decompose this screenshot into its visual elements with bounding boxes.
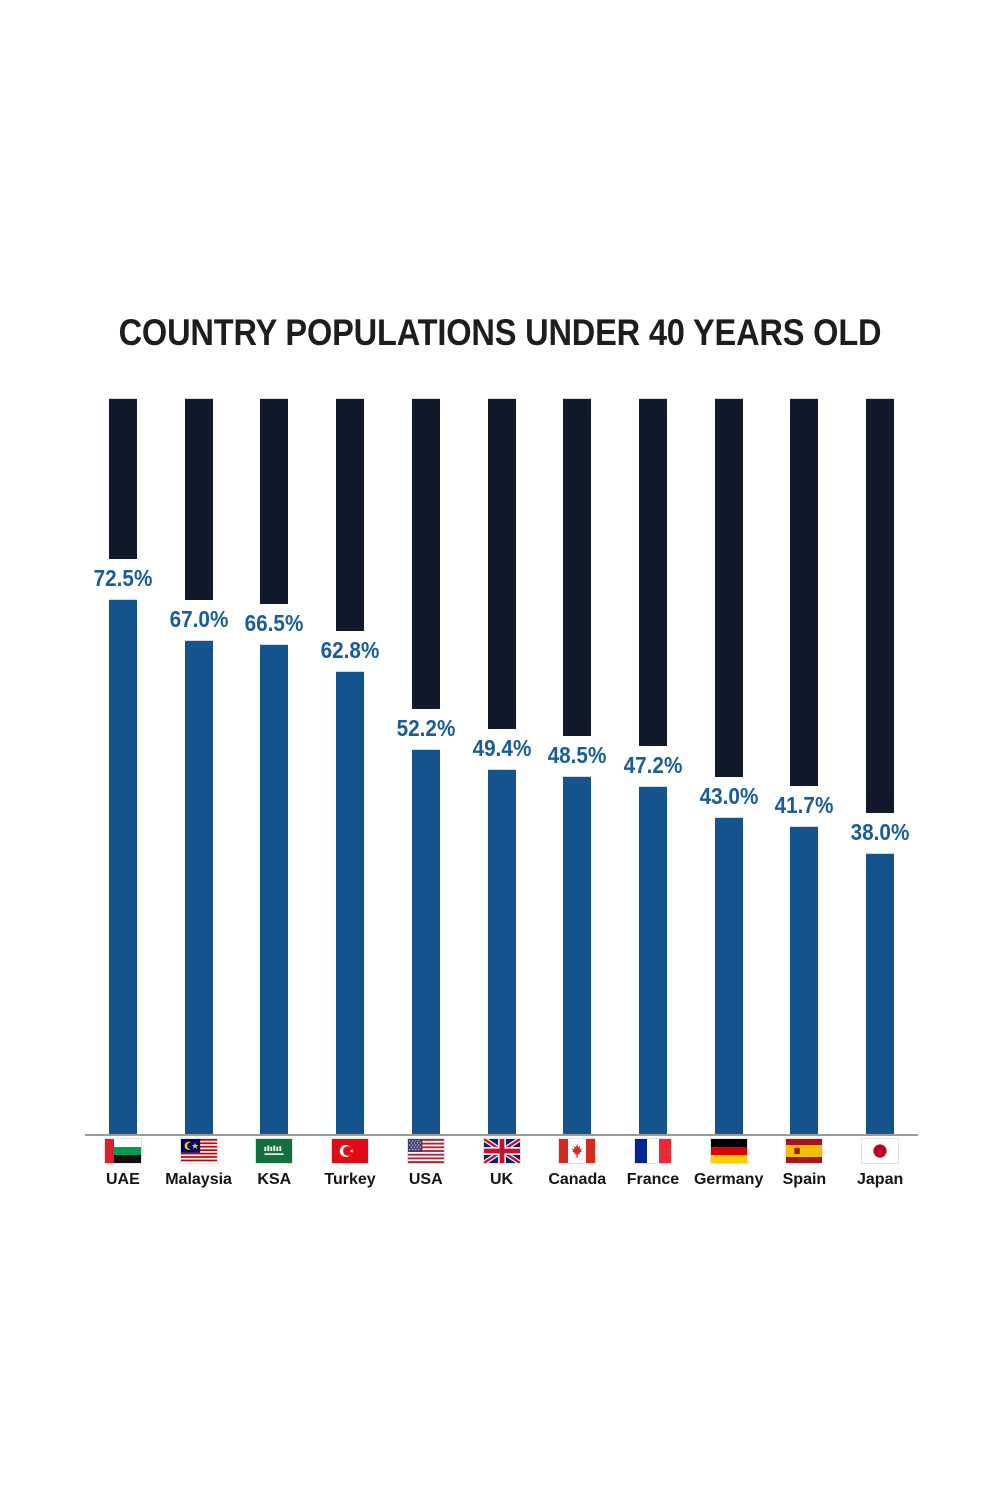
category-item-uk[interactable]: UK: [457, 1138, 547, 1189]
category-label: USA: [408, 1171, 443, 1188]
bar-segment-lower[interactable]: [487, 769, 516, 1134]
bar-segment-lower[interactable]: [714, 816, 743, 1134]
category-item-germany[interactable]: Germany: [684, 1138, 774, 1189]
bar-group: 43.0%: [699, 398, 758, 1134]
category-item-usa[interactable]: USA: [381, 1138, 471, 1189]
category-item-france[interactable]: France: [608, 1138, 698, 1189]
flag-ksa-icon: [255, 1138, 294, 1164]
bar-value-label: 62.8%: [320, 636, 380, 663]
bar-segment-upper[interactable]: [487, 398, 516, 730]
bar-segment-lower[interactable]: [790, 826, 819, 1134]
bar-group: 41.7%: [775, 398, 834, 1134]
bar-value-label: 43.0%: [699, 782, 759, 809]
flag-turkey-icon: [331, 1138, 370, 1164]
category-item-spain[interactable]: Spain: [759, 1138, 849, 1189]
bar-group: 52.2%: [396, 398, 455, 1134]
bar-segment-upper[interactable]: [184, 398, 213, 600]
bar-group: 48.5%: [548, 398, 607, 1134]
bar-group: 66.5%: [245, 398, 304, 1134]
bar-value-label: 41.7%: [775, 792, 834, 819]
category-item-malaysia[interactable]: Malaysia: [154, 1138, 244, 1189]
category-item-canada[interactable]: Canada: [532, 1138, 622, 1189]
bar-segment-upper[interactable]: [336, 398, 365, 631]
category-label: Germany: [693, 1171, 764, 1188]
flag-uae-icon: [103, 1138, 142, 1164]
plot-area: 72.5% 67.0% 66.5% 62.8% 52.2% 49.4% 48.5% 47.2%…: [85, 390, 918, 1136]
bar-value-label: 52.2%: [396, 714, 456, 741]
bar-segment-lower[interactable]: [638, 785, 667, 1134]
bar-segment-upper[interactable]: [108, 398, 137, 560]
category-item-uae[interactable]: UAE: [78, 1138, 168, 1189]
category-label: UAE: [105, 1171, 140, 1188]
bar-value-label: 67.0%: [169, 605, 228, 632]
chart-title: COUNTRY POPULATIONS UNDER 40 YEARS OLD: [118, 312, 882, 353]
bar-group: 38.0%: [851, 398, 909, 1134]
flag-spain-icon: [785, 1138, 824, 1164]
category-label: Turkey: [324, 1171, 376, 1188]
bar-segment-upper[interactable]: [411, 398, 440, 709]
bar-group: 47.2%: [624, 398, 682, 1134]
bar-value-label: 72.5%: [93, 565, 153, 592]
bar-segment-upper[interactable]: [790, 398, 819, 787]
category-label: Malaysia: [165, 1171, 232, 1188]
flag-usa-icon: [406, 1138, 445, 1164]
bar-value-label: 49.4%: [472, 735, 531, 762]
flag-france-icon: [633, 1138, 672, 1164]
flag-malaysia-icon: [179, 1138, 218, 1164]
category-item-ksa[interactable]: KSA: [229, 1138, 319, 1189]
category-item-turkey[interactable]: Turkey: [305, 1138, 395, 1189]
bar-value-label: 47.2%: [623, 751, 683, 778]
bar-segment-lower[interactable]: [866, 853, 895, 1134]
bar-value-label: 38.0%: [850, 819, 910, 846]
bar-group: 62.8%: [321, 398, 379, 1134]
bar-segment-lower[interactable]: [184, 639, 213, 1134]
category-item-japan[interactable]: Japan: [835, 1138, 925, 1189]
x-axis-line: [85, 1134, 918, 1136]
category-label: UK: [489, 1171, 514, 1188]
category-label: KSA: [257, 1171, 292, 1188]
flag-japan-icon: [861, 1138, 900, 1164]
category-axis: UAE Malaysia KSA: [85, 1138, 918, 1198]
bar-segment-upper[interactable]: [638, 398, 667, 746]
bar-segment-lower[interactable]: [108, 599, 137, 1134]
bar-segment-lower[interactable]: [336, 670, 365, 1134]
bar-segment-lower[interactable]: [411, 748, 440, 1134]
bar-segment-upper[interactable]: [714, 398, 743, 777]
bar-segment-upper[interactable]: [866, 398, 895, 814]
bar-group: 67.0%: [169, 398, 228, 1134]
bar-group: 72.5%: [94, 398, 152, 1134]
bar-segment-lower[interactable]: [260, 643, 289, 1134]
category-label: Canada: [548, 1171, 607, 1188]
flag-canada-icon: [558, 1138, 597, 1164]
bar-segment-upper[interactable]: [260, 398, 289, 604]
bar-value-label: 48.5%: [547, 742, 607, 769]
bar-segment-lower[interactable]: [563, 776, 592, 1134]
category-label: France: [626, 1171, 680, 1188]
bar-group: 49.4%: [472, 398, 531, 1134]
category-label: Spain: [782, 1171, 827, 1188]
flag-germany-icon: [709, 1138, 748, 1164]
bar-value-label: 66.5%: [244, 609, 304, 636]
flag-uk-icon: [482, 1138, 521, 1164]
bar-segment-upper[interactable]: [563, 398, 592, 737]
category-label: Japan: [857, 1171, 904, 1188]
